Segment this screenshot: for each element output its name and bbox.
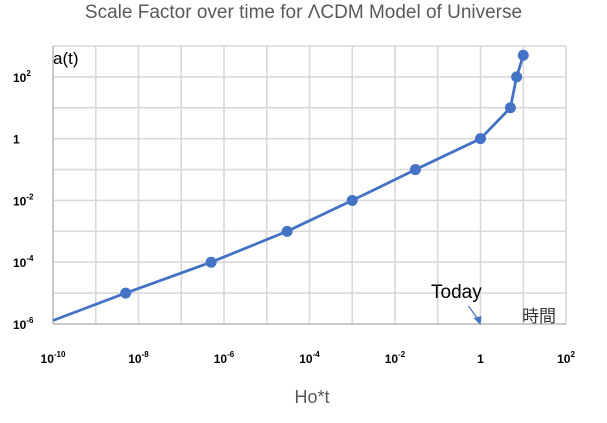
data-point <box>281 225 293 237</box>
x-tick-label: 10-10 <box>41 350 66 366</box>
x-tick-exponent: 2 <box>570 350 575 359</box>
x-axis-label: Ho*t <box>294 387 329 407</box>
x-tick-exponent: -4 <box>313 350 321 359</box>
y-tick-label: 10-4 <box>13 254 34 270</box>
x-tick-base: 10 <box>385 352 399 366</box>
x-tick-base: 1 <box>477 352 484 366</box>
x-tick-exponent: -8 <box>142 350 150 359</box>
x-tick-exponent: -2 <box>398 350 406 359</box>
data-point <box>504 102 516 114</box>
x-tick-base: 10 <box>214 352 228 366</box>
y-tick-exponent: -2 <box>26 192 34 201</box>
x-tick-label: 10-2 <box>385 350 406 366</box>
x-tick-exponent: -6 <box>227 350 235 359</box>
y-tick-label: 1 <box>13 133 20 147</box>
x-tick-label: 102 <box>557 350 575 366</box>
y-tick-exponent: -4 <box>26 254 34 263</box>
y-tick-base: 10 <box>13 256 27 270</box>
data-point <box>120 287 132 299</box>
x-tick-label: 1 <box>477 352 484 366</box>
x-tick-label: 10-6 <box>214 350 235 366</box>
x-tick-labels: 10-10 10-8 10-6 10-4 10-2 1 102 <box>41 350 576 366</box>
y-tick-label: 102 <box>13 69 31 85</box>
data-point <box>511 71 523 83</box>
x-tick-base: 10 <box>41 352 55 366</box>
x-tick-label: 10-4 <box>299 350 320 366</box>
y-tick-label: 10-2 <box>13 192 34 208</box>
grid <box>52 45 567 325</box>
data-point <box>517 49 529 61</box>
x-tick-base: 10 <box>128 352 142 366</box>
today-annotation: Today <box>431 282 482 303</box>
data-point <box>205 256 217 268</box>
today-arrow <box>468 305 482 325</box>
series <box>52 49 529 322</box>
y-tick-base: 10 <box>13 71 27 85</box>
y-tick-label: 10-6 <box>13 316 34 332</box>
y-tick-base: 10 <box>13 194 27 208</box>
x-tick-label: 10-8 <box>128 350 149 366</box>
data-point <box>346 194 358 206</box>
y-tick-base: 1 <box>13 133 20 147</box>
data-point <box>475 133 486 145</box>
chart-title: Scale Factor over time for ΛCDM Model of… <box>84 2 523 23</box>
series-line <box>52 54 525 322</box>
data-point <box>409 164 421 176</box>
x-tick-base: 10 <box>299 352 313 366</box>
y-tick-exponent: -6 <box>26 316 34 325</box>
y-tick-exponent: 2 <box>26 69 31 78</box>
today-arrow-head <box>473 316 482 325</box>
x-tick-base: 10 <box>557 352 571 366</box>
y-axis-label: a(t) <box>53 49 79 68</box>
y-tick-base: 10 <box>13 318 27 332</box>
jikan-annotation: 時間 <box>522 307 556 327</box>
x-tick-exponent: -10 <box>54 350 66 359</box>
